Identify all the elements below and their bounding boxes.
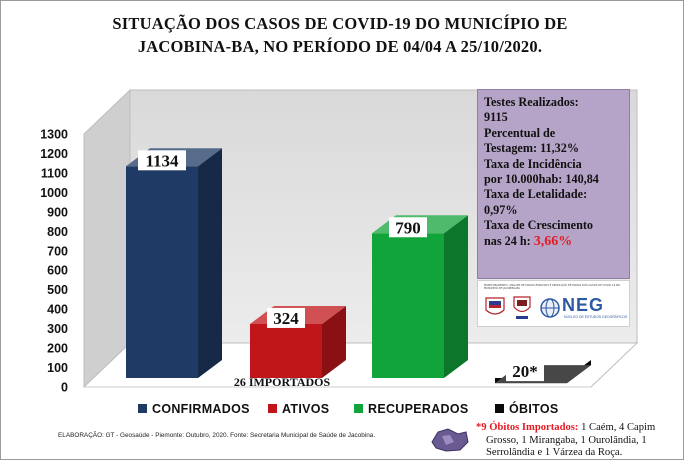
info-line: Taxa de Letalidade: xyxy=(484,187,588,202)
bar-side-face xyxy=(322,305,346,378)
legend-swatch xyxy=(354,404,363,413)
info-line: Testes Realizados: xyxy=(484,95,579,109)
legend-swatch xyxy=(138,404,147,413)
data-label: 324 xyxy=(273,309,299,328)
info-line: por 10.000hab: 140,84 xyxy=(484,172,599,187)
legend-label: RECUPERADOS xyxy=(368,402,469,416)
title-line-1: SITUAÇÃO DOS CASOS DE COVID-19 DO MUNICÍ… xyxy=(112,14,568,33)
y-axis-ticks: 0 100 200 300 400 500 600 700 800 900 1000 1100 1200… xyxy=(40,128,68,395)
bar-obitos: 20* xyxy=(495,360,591,384)
bar-side-face xyxy=(198,148,222,378)
bar-front-face xyxy=(372,233,444,378)
imported-deaths-text-3: Serrolândia e 1 Várzea da Roça. xyxy=(486,447,623,458)
neg-subtitle: NÚCLEO DE ESTUDOS GEOGRÁFICOS xyxy=(564,315,628,319)
imported-deaths-label: *9 Óbitos Importados: xyxy=(476,422,582,433)
y-tick-label: 200 xyxy=(47,342,68,356)
info-line: 9115 xyxy=(484,110,508,125)
neg-logo-text: NEG xyxy=(562,295,605,315)
info-line: Taxa de Incidência xyxy=(484,156,582,171)
growth-rate-label: nas 24 h: xyxy=(484,233,534,248)
bars-group: 1134 324 790 20* xyxy=(126,148,591,384)
y-tick-label: 1300 xyxy=(40,128,68,142)
university-emblem-icon xyxy=(513,296,531,319)
globe-icon xyxy=(540,298,560,318)
y-tick-label: 1100 xyxy=(41,166,68,180)
y-tick-label: 600 xyxy=(47,264,68,278)
chart-legend: CONFIRMADOS ATIVOS RECUPERADOS ÓBITOS xyxy=(138,402,638,420)
legend-swatch xyxy=(268,404,277,413)
y-tick-label: 0 xyxy=(61,381,68,395)
y-tick-label: 700 xyxy=(47,244,68,258)
legend-item-ativos: ATIVOS xyxy=(268,402,329,416)
data-label-bg xyxy=(267,307,305,328)
info-line: Taxa de Crescimento xyxy=(484,218,594,233)
institution-logos xyxy=(485,296,560,319)
y-tick-label: 1000 xyxy=(40,186,68,200)
imported-annotation: 26 IMPORTADOS xyxy=(234,375,331,389)
y-tick-label: 1200 xyxy=(40,147,68,161)
chart-title: SITUAÇÃO DOS CASOS DE COVID-19 DO MUNICÍ… xyxy=(40,12,640,58)
imported-deaths-note: *9 Óbitos Importados: 1 Caém, 4 Capim Gr… xyxy=(476,422,676,460)
info-line: Percentual de xyxy=(484,125,556,140)
coat-of-arms-icon xyxy=(485,297,505,315)
info-line: Testagem: 11,32% xyxy=(484,141,580,156)
logos-panel: MONITORAMENTO, ANÁLISE DE DADOS ESPACIAI… xyxy=(477,280,630,327)
imported-deaths-text-1: 1 Caém, 4 Capim xyxy=(581,422,656,433)
municipality-map-icon xyxy=(431,428,469,452)
legend-swatch xyxy=(495,404,504,413)
stats-info-box: Testes Realizados: 9115 Percentual de Te… xyxy=(477,89,630,279)
title-line-2: JACOBINA-BA, NO PERÍODO DE 04/04 A 25/10… xyxy=(137,37,543,56)
chart-side-wall xyxy=(83,88,131,389)
y-tick-label: 100 xyxy=(47,361,68,375)
data-label: 1134 xyxy=(145,151,179,170)
legend-item-confirmados: CONFIRMADOS xyxy=(138,402,250,416)
data-label: 20* xyxy=(512,362,538,381)
info-line: 0,97% xyxy=(484,202,518,217)
growth-rate-value: 3,66% xyxy=(533,233,573,249)
imported-deaths-text-2: Grosso, 1 Mirangaba, 1 Ourolândia, 1 xyxy=(486,434,647,446)
y-tick-label: 500 xyxy=(47,283,68,297)
bar-confirmados: 1134 xyxy=(126,148,222,378)
data-label-bg xyxy=(506,361,544,382)
legend-label: ATIVOS xyxy=(282,402,330,416)
bar-ativos: 324 xyxy=(250,305,346,378)
y-tick-label: 300 xyxy=(47,322,68,336)
growth-rate-line: nas 24 h: 3,66% xyxy=(484,234,623,249)
data-label-bg xyxy=(138,150,186,171)
y-tick-label: 900 xyxy=(47,205,68,219)
y-tick-label: 400 xyxy=(47,303,68,317)
data-label: 790 xyxy=(395,218,421,237)
logos-small-text: MONITORAMENTO, ANÁLISE DE DADOS ESPACIAI… xyxy=(484,284,621,290)
bar-recuperados: 790 xyxy=(372,215,468,378)
legend-item-obitos: ÓBITOS xyxy=(495,402,559,416)
data-label-bg xyxy=(389,217,427,238)
legend-label: ÓBITOS xyxy=(509,402,559,416)
bar-side-face xyxy=(444,215,468,378)
bar-front-face xyxy=(126,166,198,378)
source-footer: ELABORAÇÃO: GT - Geosaúde - Piemonte: Ou… xyxy=(58,432,376,439)
y-tick-label: 800 xyxy=(47,225,68,239)
legend-item-recuperados: RECUPERADOS xyxy=(354,402,469,416)
legend-label: CONFIRMADOS xyxy=(152,402,250,416)
bar-front-face xyxy=(250,323,322,378)
